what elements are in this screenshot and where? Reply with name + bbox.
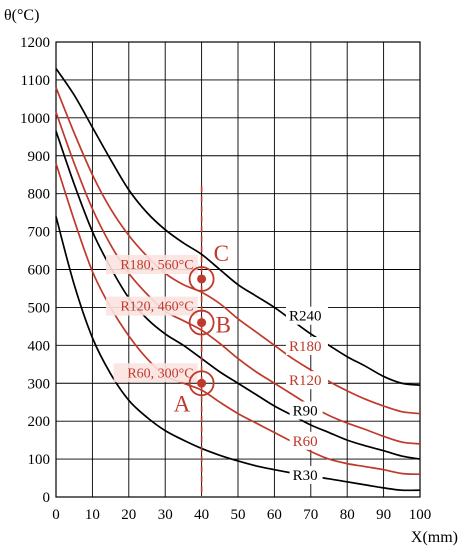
curve-label: R120 (289, 373, 322, 389)
point-label: A (174, 391, 191, 416)
tick-labels: 0 10 20 30 40 50 60 70 80 90 100010020030040050060… (20, 35, 431, 523)
point-ring (188, 309, 215, 336)
curve-label: R180 (289, 339, 322, 355)
point-ring (188, 266, 215, 292)
point-annotation: R180, 560°C (120, 258, 193, 273)
curve-label-bg (285, 371, 328, 390)
point-ring (188, 370, 215, 397)
series-line-r240 (55, 68, 421, 386)
point-marker (197, 318, 207, 328)
x-tick-label: 40 (194, 507, 209, 523)
point-annotation-bg (106, 254, 198, 274)
x-tick-label: 80 (340, 507, 355, 523)
y-tick-label: 400 (28, 338, 51, 354)
point-label: B (216, 313, 231, 338)
curve-label: R240 (289, 309, 322, 325)
curve-label: R90 (293, 403, 318, 419)
series-line-r90 (55, 130, 421, 460)
y-tick-label: 1100 (21, 73, 50, 89)
x-tick-label: 10 (85, 507, 100, 523)
y-tick-label: 700 (28, 225, 51, 241)
x-tick-label: 100 (409, 507, 432, 523)
y-tick-label: 0 (43, 490, 51, 506)
curves (55, 68, 421, 492)
point-annotation: R120, 460°C (120, 300, 193, 315)
curve-label-bg (285, 306, 328, 325)
series-line-r120 (55, 111, 421, 445)
series-line-r180 (55, 87, 421, 415)
x-tick-label: 60 (267, 507, 282, 523)
annotations: R240 R180 R120 R90 R60 R30 R60, 300°C A R120, 46… (106, 186, 328, 497)
y-tick-label: 500 (28, 300, 51, 316)
curve-label-bg (289, 431, 323, 450)
curve-label: R60 (293, 434, 318, 450)
x-tick-label: 20 (121, 507, 136, 523)
grid (55, 41, 421, 498)
x-tick-label: 90 (376, 507, 391, 523)
point-label: C (214, 241, 229, 266)
x-axis-title: X(mm) (411, 529, 458, 546)
point-annotation-bg (113, 363, 198, 383)
y-tick-label: 1200 (20, 35, 50, 51)
point-annotation: R60, 300°C (127, 366, 193, 381)
curve-label: R30 (293, 468, 318, 484)
y-tick-label: 300 (28, 376, 51, 392)
curve-label-bg (289, 465, 323, 484)
plot-frame (55, 41, 421, 498)
curve-label-bg (285, 337, 328, 356)
y-tick-label: 100 (28, 452, 51, 468)
y-tick-label: 600 (28, 263, 51, 279)
series-line-r60 (55, 163, 421, 476)
y-tick-label: 900 (28, 149, 51, 165)
point-marker (197, 274, 207, 284)
curve-label-bg (289, 401, 323, 420)
point-marker (197, 378, 207, 388)
x-tick-label: 50 (231, 507, 246, 523)
y-axis-title: θ(°C) (4, 7, 39, 24)
y-tick-label: 1000 (20, 111, 50, 127)
x-tick-label: 30 (158, 507, 173, 523)
y-tick-label: 800 (28, 187, 51, 203)
x-tick-label: 70 (303, 507, 318, 523)
y-tick-label: 200 (28, 414, 51, 430)
point-annotation-bg (106, 296, 198, 316)
x-tick-label: 0 (52, 507, 60, 523)
